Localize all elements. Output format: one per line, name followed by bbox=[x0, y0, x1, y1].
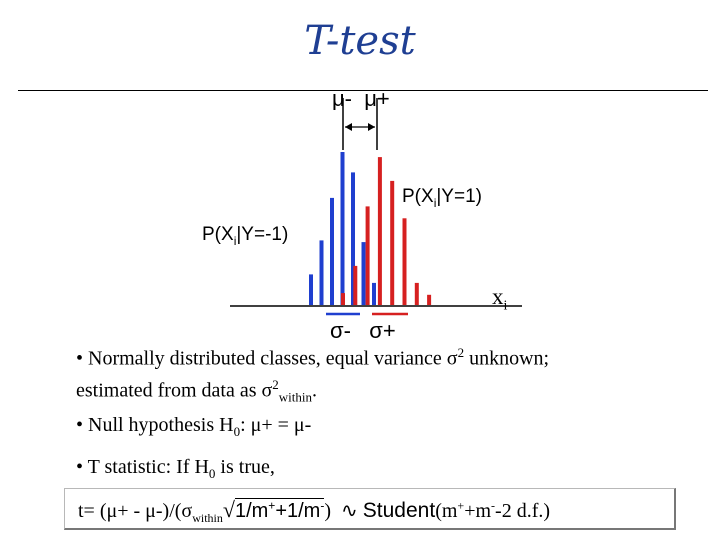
bullet1-line2-b: . bbox=[312, 379, 318, 402]
bullet2-b: : μ+ = μ- bbox=[240, 414, 312, 436]
formula-close: ) bbox=[324, 500, 332, 522]
class-minus-bars bbox=[309, 152, 376, 305]
t-formula: t= (μ+ - μ-)/(σwithin√1/m++1/m-) ∿ Stude… bbox=[78, 497, 550, 526]
bullet2-a: • Null hypothesis H bbox=[76, 414, 234, 436]
p-negative-label: P(Xi|Y=-1) bbox=[202, 224, 288, 248]
red-bar-1 bbox=[341, 293, 345, 305]
class-plus-bars bbox=[341, 157, 432, 305]
bullet3-sub: 0 bbox=[208, 466, 216, 481]
title-divider bbox=[18, 90, 708, 91]
formula-args-minus: - bbox=[491, 498, 496, 513]
sigma-minus-label: σ- bbox=[330, 318, 351, 343]
bullet3-a: • T statistic: If H bbox=[76, 456, 209, 478]
blue-bar-1 bbox=[309, 274, 313, 305]
blue-bar-5 bbox=[351, 172, 355, 305]
bullet3-b: is true, bbox=[215, 456, 275, 478]
bullet1-line2-a: estimated from data as σ bbox=[76, 379, 273, 402]
formula-args-m: +m bbox=[464, 500, 492, 522]
formula-lhs: t= (μ+ - μ-)/(σ bbox=[78, 500, 193, 522]
formula-args-open: (m bbox=[435, 500, 458, 522]
sigma-plus-label: σ+ bbox=[369, 318, 396, 343]
formula-within-sub: within bbox=[192, 511, 223, 525]
blue-bar-7 bbox=[372, 282, 376, 305]
red-bar-7 bbox=[414, 282, 419, 305]
blue-bar-2 bbox=[319, 240, 324, 305]
sqrt-symbol: √ bbox=[222, 497, 235, 522]
bullet1-line1-sup: 2 bbox=[457, 345, 465, 360]
sigma-labels: σ- σ+ bbox=[330, 318, 396, 344]
mu-minus-label: μ- bbox=[332, 86, 353, 111]
red-bar-5 bbox=[390, 180, 395, 305]
red-bar-4 bbox=[377, 157, 382, 305]
blue-bar-3 bbox=[330, 197, 334, 305]
bullet-null-hypothesis: • Null hypothesis H0: μ+ = μ- bbox=[76, 412, 311, 445]
p-neg-suffix: |Y=-1) bbox=[236, 224, 289, 245]
slide-title: T-test bbox=[304, 18, 416, 64]
tilde-distributed-icon: ∿ bbox=[341, 500, 358, 522]
bullet1-line1-b: unknown; bbox=[464, 347, 550, 370]
arrow-right-head bbox=[368, 123, 375, 131]
formula-sup-minus: - bbox=[320, 498, 325, 513]
red-bar-2 bbox=[353, 265, 358, 305]
mu-plus-label: μ+ bbox=[364, 86, 390, 111]
bullet-normal-distribution: • Normally distributed classes, equal va… bbox=[76, 340, 549, 410]
formula-box bbox=[64, 488, 676, 530]
red-bar-3 bbox=[365, 206, 370, 305]
formula-args-plus: + bbox=[457, 498, 465, 513]
bullet2-sub: 0 bbox=[233, 424, 241, 439]
red-bar-8 bbox=[427, 294, 432, 305]
p-pos-sub: i bbox=[433, 195, 437, 210]
bullet1-line2-sub: within bbox=[278, 389, 313, 405]
p-pos-prefix: P(X bbox=[402, 186, 434, 207]
student-label: Student bbox=[362, 499, 436, 522]
x-axis-label: xi bbox=[492, 284, 507, 315]
mean-labels: μ- μ+ bbox=[332, 86, 390, 112]
formula-m: 1/m bbox=[234, 500, 269, 522]
formula-sup-plus: + bbox=[268, 498, 276, 513]
sqrt-radicand: 1/m++1/m- bbox=[234, 498, 325, 522]
p-neg-prefix: P(X bbox=[202, 224, 234, 245]
p-pos-suffix: |Y=1) bbox=[436, 186, 482, 207]
blue-bar-4 bbox=[340, 152, 345, 305]
formula-args-tail: -2 d.f.) bbox=[495, 500, 551, 522]
p-positive-label: P(Xi|Y=1) bbox=[402, 186, 482, 210]
bullet-t-statistic: • T statistic: If H0 is true, bbox=[76, 454, 275, 487]
formula-plus-one: +1/m bbox=[275, 500, 321, 522]
p-neg-sub: i bbox=[233, 233, 237, 248]
bullet1-line1-a: • Normally distributed classes, equal va… bbox=[76, 347, 458, 370]
red-bar-6 bbox=[402, 218, 407, 305]
blue-bar-6 bbox=[361, 242, 366, 305]
bullet1-line2-sup: 2 bbox=[272, 376, 279, 392]
arrow-left-head bbox=[345, 123, 352, 131]
x-label-sub: i bbox=[503, 298, 508, 314]
x-label-text: x bbox=[492, 284, 504, 309]
